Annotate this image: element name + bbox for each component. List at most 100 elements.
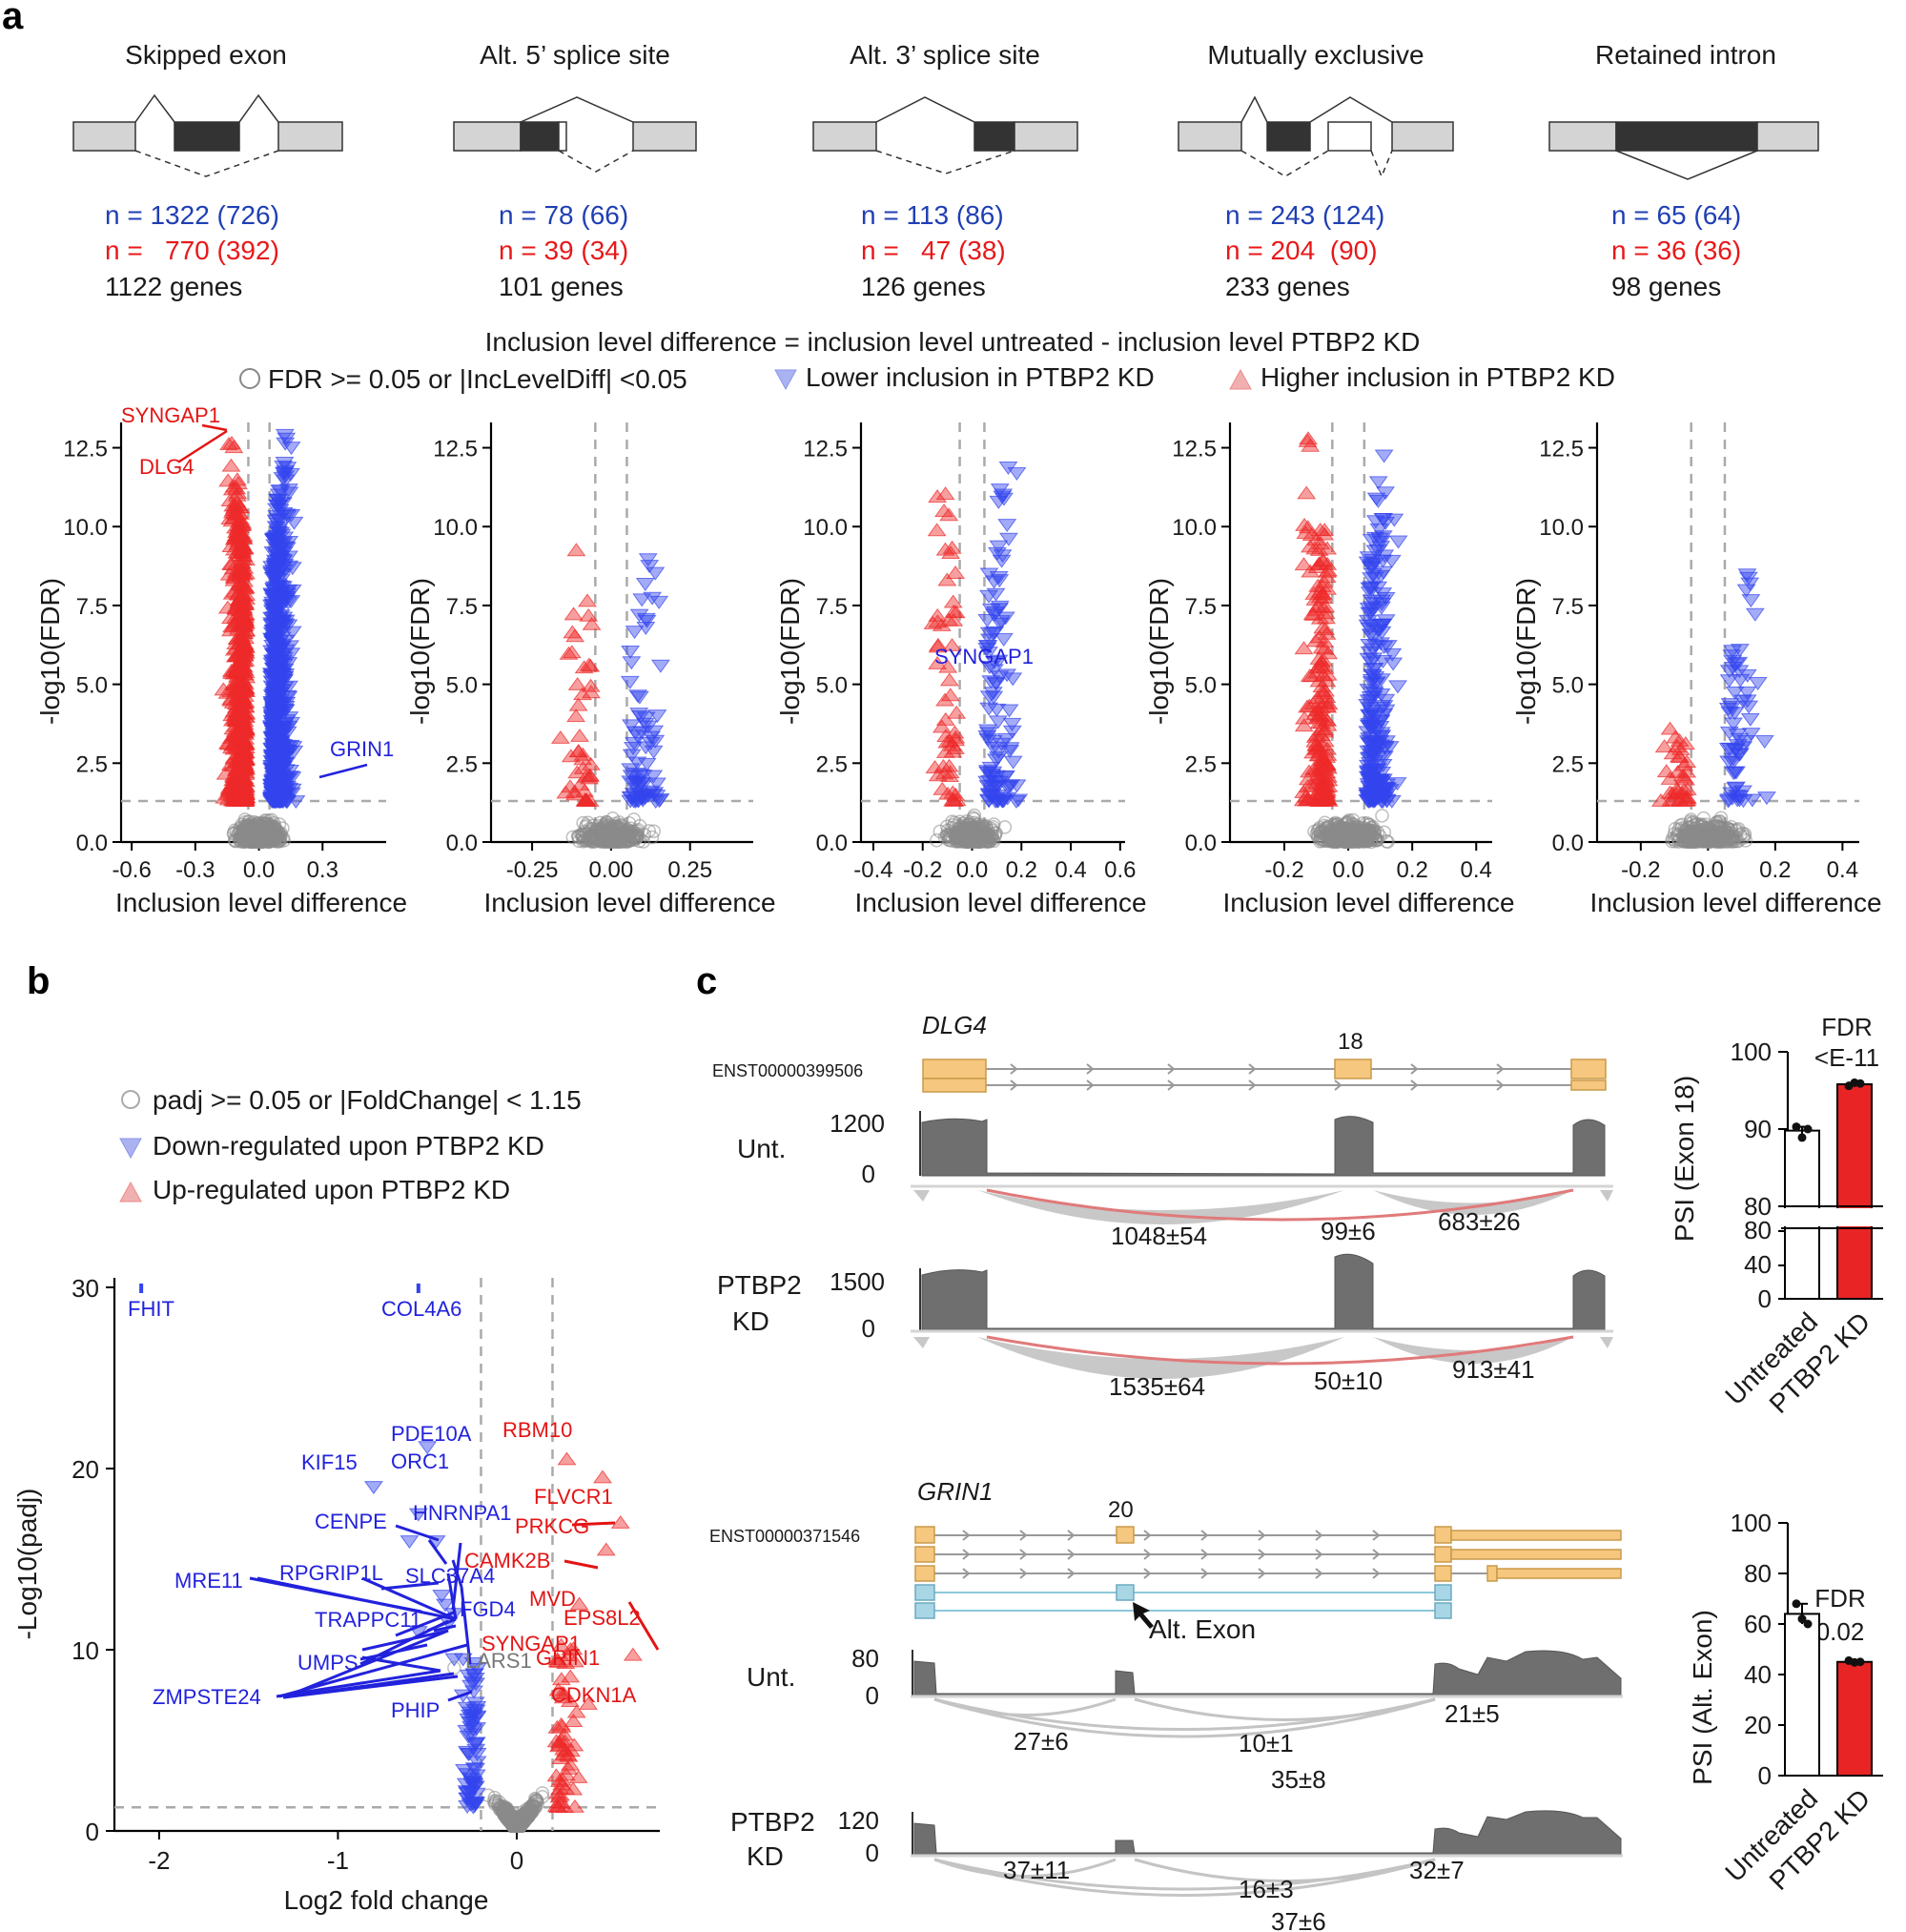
ytick-label: 0.0 [446,831,478,856]
xtick-label: 0.25 [667,857,712,883]
point-down [1007,467,1027,482]
points [1293,431,1408,850]
x-axis-label: Inclusion level difference [483,888,775,917]
b-ytick-label: 20 [72,1455,99,1484]
label-syngap1-a3: SYNGAP1 [934,645,1034,668]
legend-red-triangle-icon [1229,368,1252,390]
ytick-label: 10.0 [63,515,108,541]
ytick-label: 5.0 [76,673,108,699]
legend-b-grey-text: padj >= 0.05 or |FoldChange| < 1.15 [153,1085,582,1115]
point-up [236,735,256,750]
ytick-label: 0.0 [816,831,848,856]
b-points [139,1284,643,1833]
point-up [236,791,256,805]
point-up [230,602,250,616]
point-up [234,609,254,624]
point-up [228,683,248,697]
ytick-label: 12.5 [433,437,478,462]
point-up [566,543,586,557]
count-red-mx: n = 204 (90) [1225,236,1378,265]
xtick-label: -0.6 [112,857,151,883]
point-up [232,538,252,552]
xtick-label: 0.0 [956,857,988,883]
point-down [1003,755,1023,770]
point-ns [1375,809,1389,823]
point-ns [243,824,257,839]
volcano-mutually-exclusive: 0.02.55.07.510.012.5-0.2 0.0 0.2 0.4Inclusi… [1144,422,1515,917]
point-up [235,573,255,587]
xtick-label: 0.0 [1332,857,1363,883]
ytick-label: 10.0 [803,515,848,541]
ytick-label: 0.0 [1185,831,1217,856]
xtick-label: -0.3 [175,857,215,883]
point-up [235,643,255,657]
point-up [569,728,589,742]
point-up [235,617,255,631]
xtick-label: 0.4 [1461,857,1492,883]
point-up [550,730,570,744]
point-up [227,472,247,486]
inclusion-definition: Inclusion level difference = inclusion l… [485,327,1421,357]
point-down [644,745,664,759]
point-up [1297,485,1317,500]
schematic-alt3 [812,96,1078,175]
ytick-label: 2.5 [446,751,478,777]
legend-b: padj >= 0.05 or |FoldChange| < 1.15 Down… [119,1085,582,1204]
point-down [997,519,1017,533]
event-counts: n = 1322 (726) n = 770 (392) 1122 genes … [105,200,1741,301]
point-up [228,586,248,600]
xtick-label: -0.25 [506,857,559,883]
point-up [229,711,249,726]
legend-a-red-text: Higher inclusion in PTBP2 KD [1260,362,1615,392]
point-down [622,656,642,670]
point-up [235,647,255,662]
point-up [222,482,242,496]
event-title-a5: Alt. 5’ splice site [480,40,670,70]
point-up [225,498,245,512]
point-up [236,745,256,759]
count-red-se: n = 770 (392) [105,236,279,265]
count-red-a3: n = 47 (38) [861,236,1006,265]
point-up [234,588,254,603]
ytick-label: 7.5 [816,594,848,620]
point-down [646,566,666,581]
point-up [222,435,242,449]
points [550,543,670,850]
b-xtick-label: 0 [510,1846,523,1875]
point-up [236,552,256,566]
genes-se: 1122 genes [105,272,242,301]
ytick-label: 10.0 [1172,515,1217,541]
point-up [224,502,244,516]
volcano-alt5: 0.02.55.07.510.012.5-0.25 0.00 0.25Inclusi… [405,422,776,917]
xtick-label: 0.0 [243,857,275,883]
legend-b-red-triangle-icon [119,1181,142,1202]
y-axis-label: -log10(FDR) [405,578,435,725]
ytick-label: 7.5 [76,594,108,620]
point-up [568,697,588,711]
volcano-alt3: 0.02.55.07.510.012.5-0.4 -0.2 0.0 0.2 0.4 0.6… [775,422,1147,917]
b-ytick-label: 0 [86,1818,99,1846]
label-syngap1-se: SYNGAP1 [121,403,220,427]
event-title-ri: Retained intron [1595,40,1776,70]
panel-b-letter: b [27,960,50,1002]
point-up [927,523,947,537]
xtick-label: -0.2 [1264,857,1303,883]
point-up [234,721,254,735]
xtick-label: 0.0 [1692,857,1724,883]
point-up [234,777,254,791]
xtick-label: 0.2 [1396,857,1427,883]
x-axis-label: Inclusion level difference [115,888,407,917]
xtick-label: 0.4 [1827,857,1858,883]
point-down [1388,680,1407,694]
count-blue-mx: n = 243 (124) [1225,200,1384,230]
y-axis-label: -log10(FDR) [1144,578,1174,725]
point-up [226,600,246,614]
point-down [1719,674,1739,689]
point-up [230,606,250,621]
count-blue-ri: n = 65 (64) [1611,200,1741,230]
ytick-label: 7.5 [1552,594,1584,620]
point-down [1374,449,1394,463]
point-up [1294,557,1314,571]
legend-b-blue-text: Down-regulated upon PTBP2 KD [153,1131,544,1161]
point-down [1745,607,1765,622]
